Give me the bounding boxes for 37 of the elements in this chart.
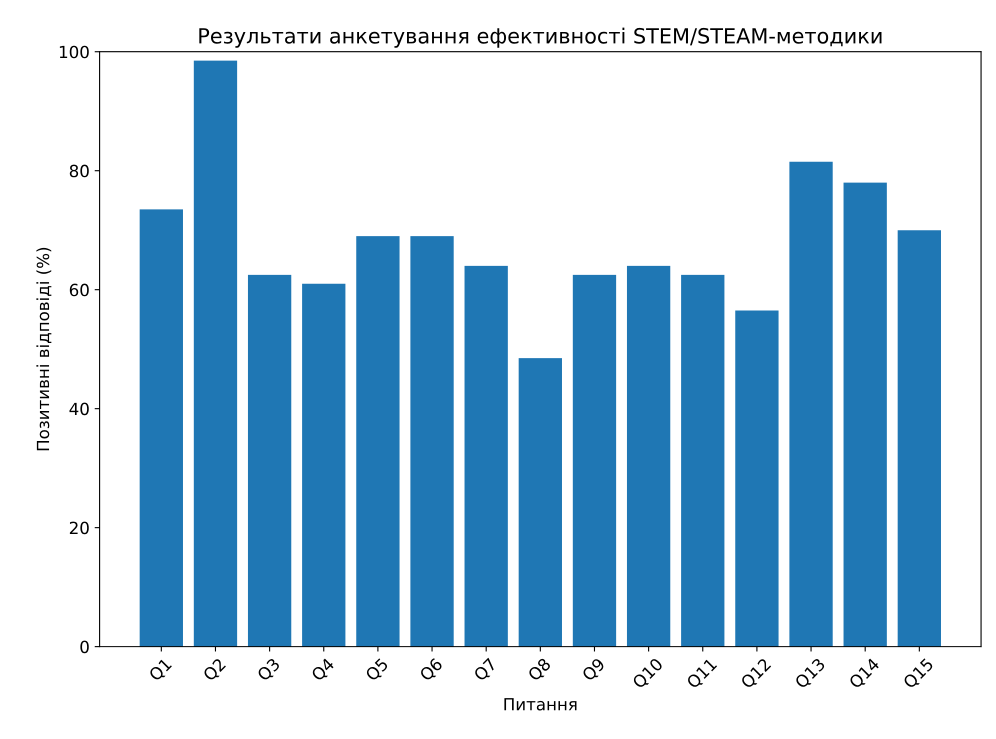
x-tick-label: Q11 <box>686 658 719 690</box>
x-tick-label: Q9 <box>581 657 607 683</box>
bar <box>140 209 183 647</box>
y-tick-label: 100 <box>60 46 89 58</box>
y-axis-title: Позитивні відповіді (%) <box>36 248 52 450</box>
bar <box>681 274 724 647</box>
bar <box>194 60 238 647</box>
x-tick-label: Q5 <box>364 658 390 683</box>
y-tick-label: 60 <box>70 284 89 296</box>
bar <box>356 236 400 647</box>
x-tick-label: Q4 <box>310 657 336 683</box>
bar <box>302 284 346 647</box>
x-tick-label: Q1 <box>148 658 174 683</box>
x-tick-label: Q13 <box>794 658 828 690</box>
x-tick-label: Q8 <box>527 657 553 683</box>
bar <box>464 266 508 647</box>
bar <box>410 236 454 647</box>
x-tick-label: Q7 <box>472 658 498 683</box>
x-tick-label: Q3 <box>256 658 282 683</box>
x-tick-label: Q6 <box>418 657 444 683</box>
bar <box>518 358 562 647</box>
x-axis-title: Питання <box>504 698 576 710</box>
x-tick-label: Q2 <box>202 658 228 683</box>
bar <box>898 230 941 647</box>
bar <box>789 162 833 647</box>
x-tick-label: Q10 <box>632 657 665 690</box>
y-tick-label: 40 <box>69 402 89 416</box>
y-tick-label: 80 <box>70 164 89 178</box>
chart-title: Результати анкетування ефективності STEM/STEAM-методики <box>199 28 882 48</box>
bar <box>844 182 887 647</box>
bar <box>248 274 292 647</box>
y-tick-label: 20 <box>70 522 89 534</box>
y-tick-label: 0 <box>80 640 89 654</box>
bar <box>626 266 670 647</box>
bar <box>572 274 616 647</box>
bar <box>735 310 779 647</box>
x-tick-label: Q12 <box>740 658 773 690</box>
